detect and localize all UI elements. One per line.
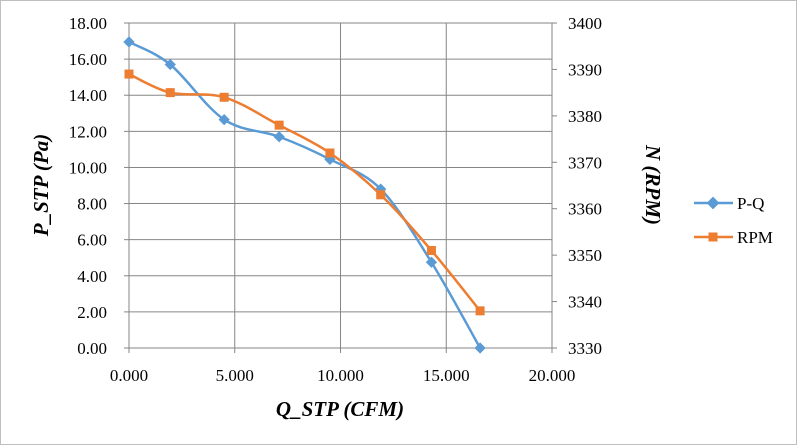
legend-label-rpm: RPM	[737, 228, 773, 247]
y-tick-label: 16.00	[69, 50, 107, 69]
y2-tick-label: 3350	[568, 246, 602, 265]
y2-tick-label: 3390	[568, 60, 602, 79]
x-tick-label: 15.000	[423, 366, 470, 385]
y-tick-label: 4.00	[77, 267, 107, 286]
y2-tick-label: 3330	[568, 339, 602, 358]
y2-axis-ticks: 3330 3340 3350 3360 3370 3380 3390 3400	[552, 14, 602, 358]
y-tick-label: 10.00	[69, 158, 107, 177]
data-point	[123, 36, 135, 48]
data-point	[219, 92, 229, 102]
x-tick-label: 20.000	[529, 366, 576, 385]
data-point	[325, 148, 335, 158]
data-point	[426, 246, 436, 255]
data-point	[474, 342, 486, 354]
y-axis-ticks: 0.00 2.00 4.00 6.00 8.00 10.00 12.00 14.00 16.00…	[69, 14, 129, 358]
series-layer	[123, 36, 486, 354]
series-line	[128, 40, 482, 349]
data-point	[124, 69, 134, 79]
y2-tick-label: 3380	[568, 107, 602, 126]
y2-tick-label: 3360	[568, 200, 602, 219]
legend-label-pq: P-Q	[737, 194, 764, 213]
data-point	[274, 120, 284, 130]
y-tick-label: 2.00	[77, 303, 107, 322]
data-point	[165, 88, 175, 98]
y-tick-label: 8.00	[77, 195, 107, 214]
series-rpm	[124, 69, 485, 316]
data-point	[273, 131, 285, 143]
y-axis-title: P_STP (Pa)	[29, 134, 53, 237]
data-point	[475, 306, 485, 316]
y2-tick-label: 3340	[568, 293, 602, 312]
data-point	[425, 256, 438, 268]
legend-item-pq: P-Q	[694, 194, 764, 213]
y-tick-label: 6.00	[77, 231, 107, 250]
gridlines	[128, 22, 553, 349]
legend: P-Q RPM	[694, 194, 773, 247]
y-tick-label: 0.00	[77, 339, 107, 358]
y2-tick-label: 3370	[568, 153, 602, 172]
x-tick-label: 0.000	[110, 366, 148, 385]
y-tick-label: 18.00	[69, 14, 107, 33]
y2-tick-label: 3400	[568, 14, 602, 33]
x-axis-ticks: 0.000 5.000 10.000 15.000 20.000	[110, 348, 576, 385]
data-point	[376, 190, 386, 200]
x-axis-title: Q_STP (CFM)	[276, 397, 404, 421]
legend-item-rpm: RPM	[694, 228, 773, 247]
y2-axis-title: N (RPM)	[641, 144, 665, 225]
y-tick-label: 14.00	[69, 86, 107, 105]
series-pq	[123, 36, 486, 354]
y-tick-label: 12.00	[69, 122, 107, 141]
x-tick-label: 10.000	[317, 366, 364, 385]
x-tick-label: 5.000	[216, 366, 254, 385]
